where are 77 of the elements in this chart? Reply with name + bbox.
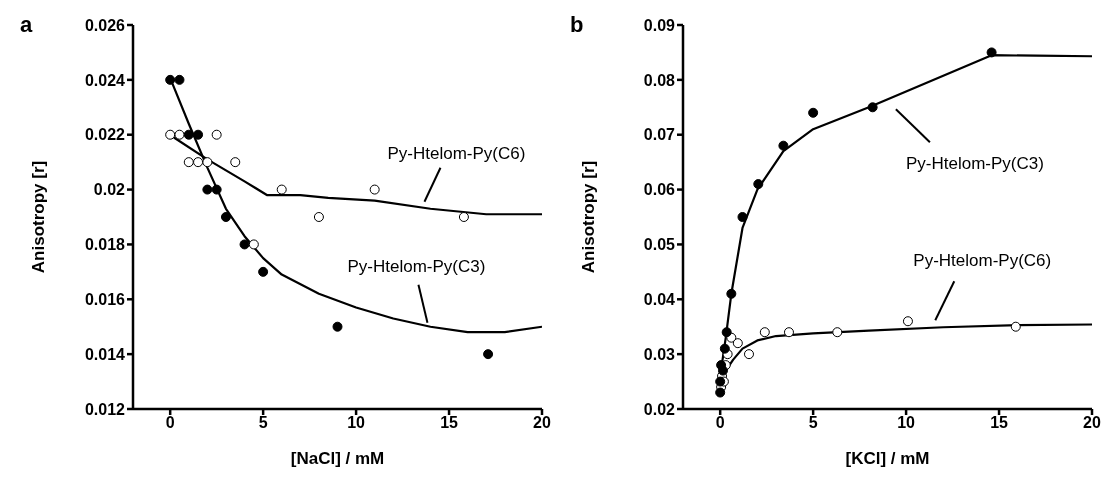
- point: [211, 129, 222, 140]
- point: [778, 140, 789, 151]
- y-tick-label: 0.06: [643, 181, 676, 199]
- point: [726, 288, 737, 299]
- point: [458, 212, 469, 222]
- y-tick-label: 0.026: [84, 16, 126, 34]
- point: [183, 157, 194, 168]
- y-axis-title: Anisotropy [r]: [29, 160, 49, 274]
- point: [174, 129, 185, 140]
- point: [193, 129, 204, 140]
- point: [258, 266, 269, 277]
- point: [165, 74, 176, 85]
- point: [483, 349, 494, 360]
- point: [986, 47, 997, 58]
- x-tick-label: 10: [897, 414, 916, 432]
- point: [732, 338, 743, 349]
- x-tick-label: 15: [440, 414, 459, 432]
- y-tick-label: 0.04: [643, 290, 676, 308]
- point: [248, 239, 259, 250]
- x-tick-label: 20: [533, 414, 551, 432]
- point: [1010, 321, 1021, 332]
- x-tick-label: 5: [808, 414, 818, 432]
- point: [276, 184, 287, 195]
- point: [239, 239, 250, 250]
- text: Py-Htelom-Py(C6): [913, 250, 1052, 270]
- x-tick-label: 0: [715, 414, 725, 432]
- legend-label: Py-Htelom-Py(C3): [905, 153, 1044, 173]
- y-tick-label: 0.024: [84, 71, 126, 89]
- x-tick-label: 20: [1083, 414, 1101, 432]
- point: [721, 327, 732, 338]
- chart-title: a: [20, 12, 33, 38]
- point: [202, 157, 213, 168]
- y-tick-label: 0.018: [84, 236, 126, 254]
- x-tick-label: 0: [165, 414, 175, 432]
- x-tick-label: 15: [990, 414, 1009, 432]
- x-tick-label: 10: [347, 414, 366, 432]
- point: [759, 327, 770, 338]
- point: [783, 327, 794, 338]
- chart-title: b: [570, 12, 584, 38]
- x-axis-title: [NaCl] / mM: [290, 449, 385, 468]
- point: [867, 102, 878, 113]
- point: [753, 179, 764, 190]
- point: [808, 107, 819, 118]
- y-tick-label: 0.05: [643, 236, 676, 254]
- y-tick-label: 0.02: [643, 400, 676, 418]
- point: [211, 184, 222, 195]
- point: [230, 157, 241, 168]
- x-tick-label: 5: [258, 414, 268, 432]
- y-tick-label: 0.03: [643, 345, 676, 363]
- point: [715, 387, 726, 398]
- point: [313, 212, 324, 222]
- x-axis-title: [KCl] / mM: [845, 449, 930, 468]
- point: [369, 184, 380, 195]
- y-tick-label: 0.016: [84, 290, 126, 308]
- y-axis-title: Anisotropy [r]: [579, 160, 599, 274]
- point: [719, 343, 730, 354]
- y-tick-label: 0.014: [84, 345, 126, 363]
- text: Py-Htelom-Py(C6): [387, 144, 526, 164]
- series-label: Py-Htelom-Py(C3): [347, 257, 486, 277]
- point: [174, 74, 185, 85]
- point: [744, 349, 754, 360]
- point: [832, 327, 843, 338]
- point: [165, 129, 176, 140]
- point: [220, 212, 231, 222]
- y-tick-label: 0.08: [643, 71, 676, 89]
- point: [202, 184, 213, 195]
- point: [193, 157, 204, 168]
- y-tick-label: 0.022: [84, 126, 126, 144]
- y-tick-label: 0.07: [643, 126, 676, 144]
- y-tick-label: 0.09: [643, 16, 676, 34]
- y-tick-label: 0.02: [93, 181, 126, 199]
- point: [717, 365, 728, 376]
- point: [183, 129, 194, 140]
- y-tick-label: 0.012: [84, 400, 126, 418]
- point: [332, 321, 343, 332]
- point: [737, 212, 748, 222]
- point: [902, 316, 913, 327]
